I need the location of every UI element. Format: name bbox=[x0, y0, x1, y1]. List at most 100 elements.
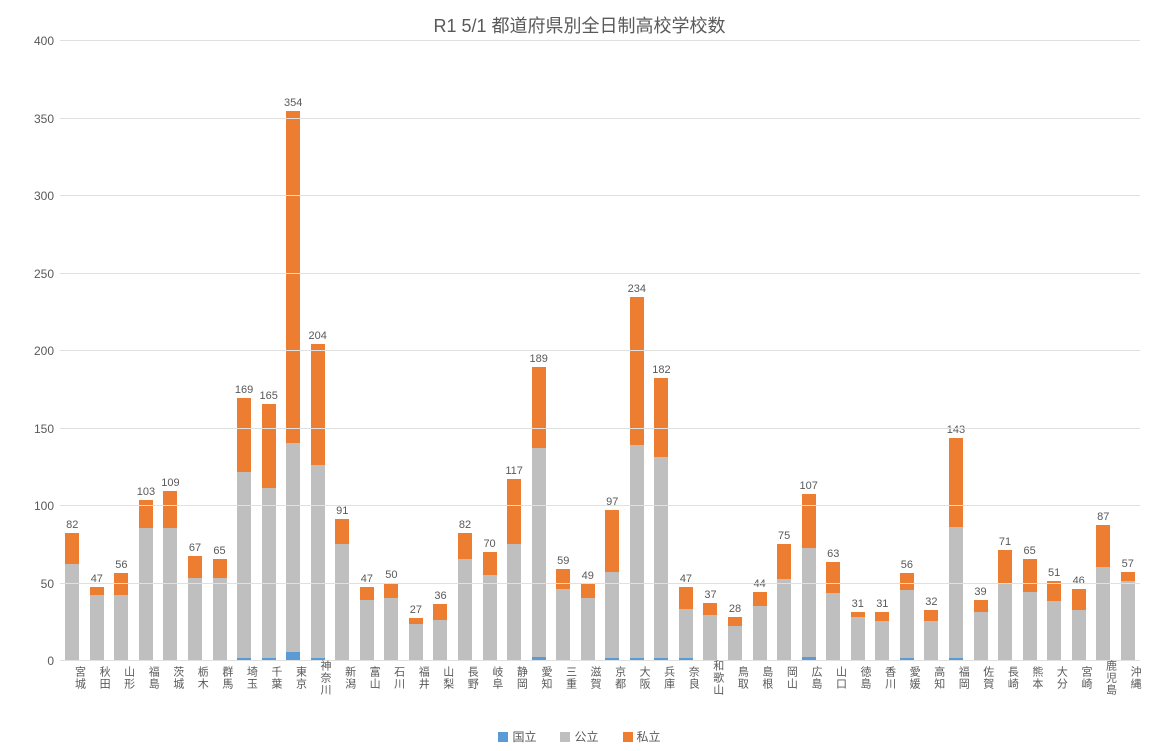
bar-segment-private bbox=[998, 550, 1012, 584]
bar-segment-national bbox=[286, 652, 300, 660]
bar-segment-private bbox=[483, 552, 497, 575]
x-tick-label: 福岡 bbox=[944, 660, 969, 696]
stacked-bar: 103 bbox=[139, 500, 153, 660]
y-tick-label: 400 bbox=[34, 34, 60, 48]
y-tick-label: 0 bbox=[47, 654, 60, 668]
bar-segment-private bbox=[581, 584, 595, 598]
bar-segment-public bbox=[360, 600, 374, 660]
bar-total-label: 107 bbox=[799, 480, 817, 494]
bar-total-label: 143 bbox=[947, 424, 965, 438]
stacked-bar: 143 bbox=[949, 438, 963, 660]
bar-segment-public bbox=[335, 544, 349, 660]
bar-total-label: 204 bbox=[309, 330, 327, 344]
x-tick-label: 愛媛 bbox=[895, 660, 920, 696]
x-tick-label: 福井 bbox=[404, 660, 429, 696]
x-tick-label: 鹿児島 bbox=[1091, 660, 1116, 696]
bar-total-label: 50 bbox=[385, 569, 397, 583]
x-tick-label: 広島 bbox=[796, 660, 821, 696]
bar-total-label: 65 bbox=[1023, 545, 1035, 559]
bar-total-label: 117 bbox=[505, 465, 523, 479]
bar-segment-public bbox=[949, 527, 963, 659]
bar-segment-private bbox=[532, 367, 546, 448]
legend-swatch bbox=[498, 732, 508, 742]
bar-segment-private bbox=[556, 569, 570, 589]
bar-total-label: 70 bbox=[483, 538, 495, 552]
stacked-bar: 56 bbox=[114, 573, 128, 660]
bar-total-label: 31 bbox=[852, 598, 864, 612]
y-tick-label: 250 bbox=[34, 267, 60, 281]
bar-segment-public bbox=[213, 578, 227, 660]
stacked-bar: 32 bbox=[924, 610, 938, 660]
bar-segment-public bbox=[924, 621, 938, 660]
bar-segment-private bbox=[335, 519, 349, 544]
bar-segment-private bbox=[360, 587, 374, 599]
bar-segment-public bbox=[998, 584, 1012, 660]
stacked-bar: 51 bbox=[1047, 581, 1061, 660]
x-tick-label: 山口 bbox=[821, 660, 846, 696]
x-tick-label: 兵庫 bbox=[649, 660, 674, 696]
bar-segment-private bbox=[433, 604, 447, 620]
bar-segment-private bbox=[163, 491, 177, 528]
bar-total-label: 165 bbox=[259, 390, 277, 404]
bar-segment-public bbox=[654, 457, 668, 659]
x-tick-label: 滋賀 bbox=[575, 660, 600, 696]
bar-segment-public bbox=[900, 590, 914, 658]
bar-segment-private bbox=[728, 617, 742, 626]
bar-segment-public bbox=[1096, 567, 1110, 660]
bar-segment-public bbox=[286, 443, 300, 652]
stacked-bar: 169 bbox=[237, 398, 251, 660]
bar-total-label: 189 bbox=[529, 353, 547, 367]
gridline: 300 bbox=[60, 195, 1140, 196]
bar-segment-private bbox=[974, 600, 988, 612]
x-tick-label: 群馬 bbox=[207, 660, 232, 696]
bar-segment-private bbox=[237, 398, 251, 472]
bar-total-label: 63 bbox=[827, 548, 839, 562]
bar-segment-private bbox=[1047, 581, 1061, 601]
x-tick-label: 東京 bbox=[281, 660, 306, 696]
stacked-bar: 47 bbox=[360, 587, 374, 660]
stacked-bar: 97 bbox=[605, 510, 619, 660]
stacked-bar: 204 bbox=[311, 344, 325, 660]
stacked-bar: 109 bbox=[163, 491, 177, 660]
stacked-bar: 63 bbox=[826, 562, 840, 660]
bar-segment-public bbox=[802, 548, 816, 657]
bar-segment-public bbox=[433, 620, 447, 660]
bar-segment-public bbox=[384, 598, 398, 660]
bar-total-label: 82 bbox=[66, 519, 78, 533]
stacked-bar: 49 bbox=[581, 584, 595, 660]
stacked-bar: 57 bbox=[1121, 572, 1135, 660]
bar-segment-private bbox=[777, 544, 791, 580]
x-tick-label: 福島 bbox=[134, 660, 159, 696]
stacked-bar: 44 bbox=[753, 592, 767, 660]
x-tick-label: 大分 bbox=[1042, 660, 1067, 696]
legend-label: 国立 bbox=[512, 728, 536, 745]
legend-label: 私立 bbox=[637, 728, 661, 745]
bar-segment-private bbox=[949, 438, 963, 526]
stacked-bar: 28 bbox=[728, 617, 742, 660]
x-tick-label: 愛知 bbox=[526, 660, 551, 696]
stacked-bar: 47 bbox=[679, 587, 693, 660]
bar-total-label: 47 bbox=[361, 573, 373, 587]
bar-segment-public bbox=[605, 572, 619, 659]
y-tick-label: 50 bbox=[41, 577, 60, 591]
bar-total-label: 67 bbox=[189, 542, 201, 556]
stacked-bar: 354 bbox=[286, 111, 300, 660]
bar-segment-private bbox=[65, 533, 79, 564]
bar-segment-private bbox=[114, 573, 128, 595]
stacked-bar: 82 bbox=[458, 533, 472, 660]
bar-total-label: 39 bbox=[974, 586, 986, 600]
bar-segment-private bbox=[826, 562, 840, 593]
legend: 国立公立私立 bbox=[0, 728, 1159, 745]
bar-total-label: 51 bbox=[1048, 567, 1060, 581]
x-tick-label: 静岡 bbox=[502, 660, 527, 696]
bar-segment-public bbox=[630, 445, 644, 659]
legend-item-national: 国立 bbox=[498, 728, 536, 745]
stacked-bar: 75 bbox=[777, 544, 791, 660]
stacked-bar: 91 bbox=[335, 519, 349, 660]
stacked-bar: 67 bbox=[188, 556, 202, 660]
stacked-bar: 71 bbox=[998, 550, 1012, 660]
bar-total-label: 31 bbox=[876, 598, 888, 612]
x-tick-label: 高知 bbox=[919, 660, 944, 696]
bar-total-label: 109 bbox=[161, 477, 179, 491]
legend-item-private: 私立 bbox=[623, 728, 661, 745]
